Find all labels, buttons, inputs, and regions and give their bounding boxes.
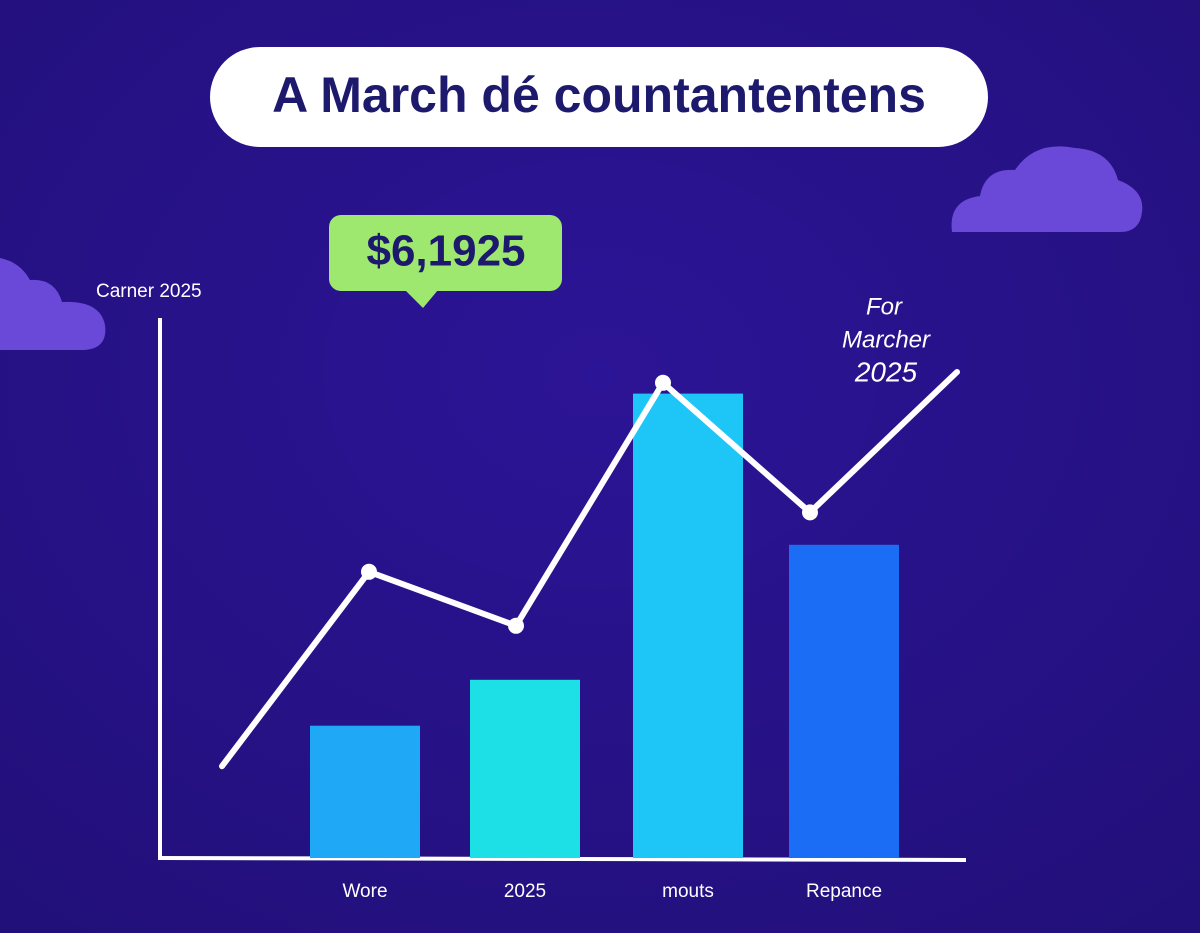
- annotation-line: For: [866, 293, 903, 320]
- line-point: [508, 617, 524, 634]
- callout-text: $6,1925: [366, 227, 525, 276]
- line-point: [802, 504, 818, 521]
- line-point: [655, 374, 671, 391]
- bar: [633, 393, 743, 858]
- line-point: [361, 563, 377, 580]
- y-axis-label: Carner 2025: [96, 281, 202, 302]
- bar: [470, 679, 580, 858]
- x-tick-label: Repance: [806, 881, 882, 902]
- bar: [310, 725, 420, 858]
- callout-pointer: [405, 290, 438, 308]
- x-tick-label: Wore: [342, 881, 387, 902]
- x-tick-label: mouts: [662, 881, 714, 902]
- bar: [789, 544, 899, 858]
- x-tick-label: 2025: [504, 881, 546, 902]
- annotation-line: Marcher: [842, 326, 931, 353]
- x-axis: [157, 856, 967, 862]
- callout-box: [329, 215, 562, 291]
- cloud: [951, 146, 1143, 232]
- cloud: [0, 258, 106, 350]
- title-pill: [210, 47, 988, 147]
- annotation-line: 2025: [854, 356, 918, 387]
- annotation: For Marcher 2025: [842, 293, 931, 387]
- chart-title: A March dé countantentens: [272, 67, 926, 123]
- line: [219, 369, 960, 770]
